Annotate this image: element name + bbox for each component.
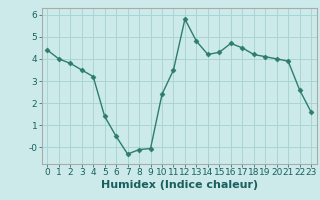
X-axis label: Humidex (Indice chaleur): Humidex (Indice chaleur) bbox=[100, 180, 258, 190]
